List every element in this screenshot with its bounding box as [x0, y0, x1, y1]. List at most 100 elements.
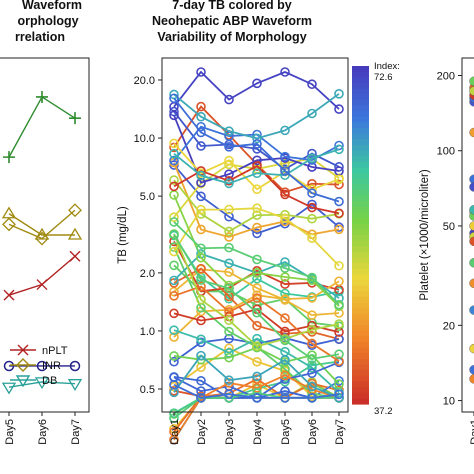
- tb-series-point: [196, 141, 206, 151]
- colorbar-segment: [352, 342, 369, 349]
- colorbar-segment: [352, 387, 369, 394]
- left-series-point: [34, 377, 50, 390]
- tb-series-point: [169, 246, 179, 257]
- tb-series-point: [169, 434, 179, 445]
- colorbar-segment: [352, 71, 369, 78]
- tb-series-point: [307, 79, 317, 90]
- platelet-point: [469, 278, 474, 289]
- middle-x-tick-label: Day3: [224, 419, 236, 445]
- tb-series-point: [169, 379, 179, 390]
- tb-series-point: [307, 153, 317, 164]
- tb-series-point: [252, 393, 262, 403]
- tb-series-point: [196, 243, 206, 254]
- tb-series-line: [173, 233, 340, 360]
- left-series-point: [3, 360, 15, 372]
- colorbar-segment: [352, 189, 369, 197]
- middle-x-tick-label: Day2: [196, 419, 208, 445]
- colorbar-segment: [352, 77, 369, 84]
- tb-series-point: [307, 368, 317, 379]
- tb-series-point: [334, 174, 344, 185]
- left-x-ticks: Day5 Day6 Day7: [4, 412, 82, 445]
- tb-series-line: [173, 207, 340, 267]
- middle-panel: 7-day TB colored by Neohepatic ABP Wavef…: [117, 0, 400, 445]
- tb-series-point: [280, 189, 290, 200]
- tb-series-point: [169, 217, 179, 227]
- tb-series-point: [280, 67, 290, 77]
- middle-y-tick-label: 0.5: [140, 384, 155, 396]
- colorbar-segment: [352, 392, 369, 399]
- tb-series-point: [224, 131, 234, 141]
- colorbar-segment: [352, 127, 369, 135]
- tb-series-line: [173, 148, 340, 185]
- tb-series-point: [307, 354, 317, 364]
- tb-series-point: [252, 307, 262, 318]
- tb-series-line: [173, 70, 340, 110]
- colorbar-segment: [352, 195, 369, 202]
- colorbar-min-label: 37.2: [374, 406, 393, 417]
- tb-series-point: [169, 351, 179, 361]
- right-y-tick-label: 50: [443, 221, 455, 233]
- tb-series-point: [334, 319, 344, 329]
- left-x-tick-label: Day5: [4, 419, 16, 445]
- tb-series-point: [224, 142, 234, 152]
- tb-series-point: [307, 324, 317, 335]
- colorbar-segment: [352, 347, 369, 354]
- tb-series-line: [173, 383, 340, 399]
- tb-series-point: [252, 139, 262, 149]
- tb-series-point: [224, 155, 234, 166]
- tb-series-point: [196, 275, 206, 285]
- tb-series-point: [307, 162, 317, 172]
- colorbar-segment: [352, 173, 369, 180]
- legend-marker-nplt: [17, 344, 29, 356]
- tb-series-point: [196, 67, 206, 77]
- middle-y-tick-label: 5.0: [140, 191, 155, 203]
- tb-series-point: [169, 138, 179, 149]
- tb-series-line: [173, 347, 340, 399]
- legend-label-inr: INR: [42, 360, 61, 372]
- colorbar-segment: [352, 94, 369, 101]
- tb-series-point: [196, 111, 206, 122]
- tb-series-point: [252, 203, 262, 214]
- platelet-point: [469, 221, 474, 231]
- tb-series-point: [334, 196, 344, 207]
- tb-series-point: [224, 378, 234, 388]
- colorbar-segment: [352, 330, 369, 337]
- platelet-point: [469, 76, 474, 86]
- colorbar-segment: [352, 184, 369, 191]
- tb-series-point: [252, 290, 262, 300]
- left-title-line-2: orphology: [17, 14, 78, 28]
- right-plot-frame: [461, 57, 474, 413]
- colorbar-segment: [352, 212, 369, 219]
- tb-series-point: [307, 178, 317, 189]
- tb-series-point: [307, 293, 317, 303]
- left-x-tick-label: Day6: [37, 419, 49, 445]
- left-title-line-3: rrelation: [15, 30, 65, 44]
- middle-x-tick-label: Day4: [252, 419, 264, 445]
- middle-y-tick-label: 2.0: [140, 268, 155, 280]
- left-series-point: [67, 379, 83, 391]
- tb-series-point: [196, 177, 206, 188]
- colorbar-segment: [352, 302, 369, 309]
- tb-series-point: [252, 254, 262, 265]
- tb-series-point: [224, 178, 234, 189]
- tb-series-point: [196, 263, 206, 274]
- colorbar-segment: [352, 240, 369, 247]
- middle-title-line-2: Neohepatic ABP Waveform: [152, 14, 312, 28]
- colorbar-segment: [352, 358, 369, 366]
- colorbar-segment: [352, 150, 369, 157]
- middle-y-tick-label: 10.0: [134, 133, 155, 145]
- tb-series-point: [307, 213, 317, 224]
- tb-series-point: [224, 204, 234, 215]
- tb-series-point: [224, 169, 234, 179]
- tb-series-point: [252, 293, 262, 303]
- tb-series-line: [173, 377, 340, 433]
- colorbar-segment: [352, 319, 369, 326]
- tb-series-point: [224, 352, 234, 363]
- tb-series-point: [280, 166, 290, 176]
- tb-series-point: [307, 272, 317, 283]
- colorbar-segment: [352, 364, 369, 371]
- middle-plot-frame: [161, 57, 349, 413]
- tb-series-point: [307, 381, 317, 392]
- left-series-point: [69, 112, 81, 125]
